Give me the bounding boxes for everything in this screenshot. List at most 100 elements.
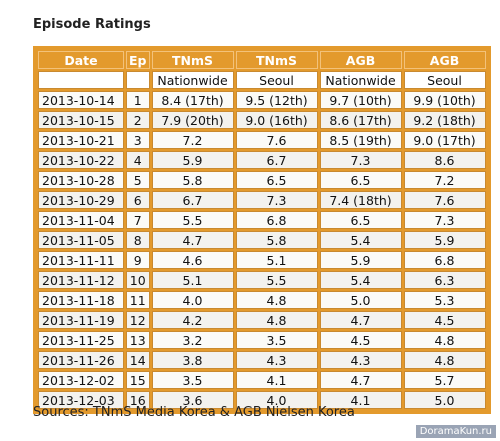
- rating-cell: 4.3: [319, 351, 402, 369]
- episode-cell: 5: [126, 171, 150, 189]
- rating-cell: 7.2: [151, 131, 234, 149]
- episode-cell: 6: [126, 191, 150, 209]
- rating-cell: 9.0 (17th): [403, 131, 486, 149]
- episode-cell: 1: [126, 91, 150, 109]
- episode-cell: 14: [126, 351, 150, 369]
- date-cell: 2013-10-15: [38, 111, 124, 129]
- rating-cell: 6.5: [319, 211, 402, 229]
- episode-cell: 15: [126, 371, 150, 389]
- blank-cell: [126, 71, 150, 89]
- rating-cell: 6.7: [235, 151, 318, 169]
- rating-cell: 4.6: [151, 251, 234, 269]
- rating-cell: 7.3: [319, 151, 402, 169]
- date-cell: 2013-10-14: [38, 91, 124, 109]
- rating-cell: 5.3: [403, 291, 486, 309]
- rating-cell: 8.5 (19th): [319, 131, 402, 149]
- rating-cell: 6.8: [235, 211, 318, 229]
- column-header: AGB: [403, 51, 486, 69]
- rating-cell: 4.5: [403, 311, 486, 329]
- rating-cell: 6.7: [151, 191, 234, 209]
- episode-cell: 12: [126, 311, 150, 329]
- source-note: Sources: TNmS Media Korea & AGB Nielsen …: [33, 405, 355, 420]
- rating-cell: 9.0 (16th): [235, 111, 318, 129]
- rating-cell: 4.3: [235, 351, 318, 369]
- rating-cell: 9.9 (10th): [403, 91, 486, 109]
- data-row: 2013-11-25 13 3.2 3.5 4.5 4.8: [38, 331, 486, 349]
- rating-cell: 4.5: [319, 331, 402, 349]
- rating-cell: 5.5: [151, 211, 234, 229]
- rating-cell: 5.8: [235, 231, 318, 249]
- header-row: Date Ep TNmS TNmS AGB AGB: [38, 51, 486, 69]
- data-row: 2013-11-11 9 4.6 5.1 5.9 6.8: [38, 251, 486, 269]
- date-cell: 2013-10-29: [38, 191, 124, 209]
- date-cell: 2013-10-21: [38, 131, 124, 149]
- rating-cell: 7.3: [235, 191, 318, 209]
- episode-cell: 2: [126, 111, 150, 129]
- rating-cell: 7.9 (20th): [151, 111, 234, 129]
- table-body: 2013-10-14 1 8.4 (17th) 9.5 (12th) 9.7 (10th…: [38, 91, 486, 409]
- rating-cell: 9.2 (18th): [403, 111, 486, 129]
- episode-cell: 16: [126, 391, 150, 409]
- rating-cell: 6.3: [403, 271, 486, 289]
- rating-cell: 5.9: [403, 231, 486, 249]
- subcolumn-header: Nationwide: [319, 71, 402, 89]
- subcolumn-header: Seoul: [403, 71, 486, 89]
- rating-cell: 8.6 (17th): [319, 111, 402, 129]
- rating-cell: 6.5: [319, 171, 402, 189]
- episode-cell: 13: [126, 331, 150, 349]
- episode-cell: 9: [126, 251, 150, 269]
- episode-cell: 8: [126, 231, 150, 249]
- date-cell: 2013-11-26: [38, 351, 124, 369]
- rating-cell: 5.7: [403, 371, 486, 389]
- data-row: 2013-10-14 1 8.4 (17th) 9.5 (12th) 9.7 (10th…: [38, 91, 486, 109]
- ratings-table: Date Ep TNmS TNmS AGB AGB Nationwide Seoul Natio…: [33, 46, 491, 414]
- rating-cell: 4.0: [151, 291, 234, 309]
- column-header: AGB: [319, 51, 402, 69]
- data-row: 2013-11-18 11 4.0 4.8 5.0 5.3: [38, 291, 486, 309]
- rating-cell: 9.5 (12th): [235, 91, 318, 109]
- episode-cell: 11: [126, 291, 150, 309]
- data-row: 2013-10-22 4 5.9 6.7 7.3 8.6: [38, 151, 486, 169]
- rating-cell: 5.4: [319, 271, 402, 289]
- rating-cell: 7.6: [235, 131, 318, 149]
- subcolumn-header: Seoul: [235, 71, 318, 89]
- date-cell: 2013-11-19: [38, 311, 124, 329]
- rating-cell: 6.8: [403, 251, 486, 269]
- date-cell: 2013-11-12: [38, 271, 124, 289]
- episode-cell: 3: [126, 131, 150, 149]
- data-row: 2013-11-26 14 3.8 4.3 4.3 4.8: [38, 351, 486, 369]
- rating-cell: 4.7: [319, 311, 402, 329]
- rating-cell: 4.8: [403, 331, 486, 349]
- rating-cell: 5.9: [319, 251, 402, 269]
- rating-cell: 3.5: [151, 371, 234, 389]
- data-row: 2013-10-28 5 5.8 6.5 6.5 7.2: [38, 171, 486, 189]
- column-header: Date: [38, 51, 124, 69]
- rating-cell: 8.4 (17th): [151, 91, 234, 109]
- episode-cell: 7: [126, 211, 150, 229]
- rating-cell: 3.2: [151, 331, 234, 349]
- episode-cell: 4: [126, 151, 150, 169]
- data-row: 2013-12-02 15 3.5 4.1 4.7 5.7: [38, 371, 486, 389]
- rating-cell: 4.8: [403, 351, 486, 369]
- rating-cell: 5.1: [151, 271, 234, 289]
- episode-cell: 10: [126, 271, 150, 289]
- title: Episode Ratings: [33, 17, 151, 32]
- rating-cell: 4.2: [151, 311, 234, 329]
- date-cell: 2013-11-11: [38, 251, 124, 269]
- rating-cell: 3.5: [235, 331, 318, 349]
- data-row: 2013-11-04 7 5.5 6.8 6.5 7.3: [38, 211, 486, 229]
- data-row: 2013-10-15 2 7.9 (20th) 9.0 (16th) 8.6 (17th…: [38, 111, 486, 129]
- watermark: DoramaKun.ru: [415, 425, 496, 438]
- rating-cell: 5.4: [319, 231, 402, 249]
- rating-cell: 4.1: [235, 371, 318, 389]
- date-cell: 2013-11-25: [38, 331, 124, 349]
- rating-cell: 5.8: [151, 171, 234, 189]
- rating-cell: 5.0: [403, 391, 486, 409]
- rating-cell: 8.6: [403, 151, 486, 169]
- data-row: 2013-10-29 6 6.7 7.3 7.4 (18th) 7.6: [38, 191, 486, 209]
- date-cell: 2013-11-18: [38, 291, 124, 309]
- date-cell: 2013-12-03: [38, 391, 124, 409]
- rating-cell: 5.1: [235, 251, 318, 269]
- table-head: Date Ep TNmS TNmS AGB AGB Nationwide Seoul Natio…: [38, 51, 486, 89]
